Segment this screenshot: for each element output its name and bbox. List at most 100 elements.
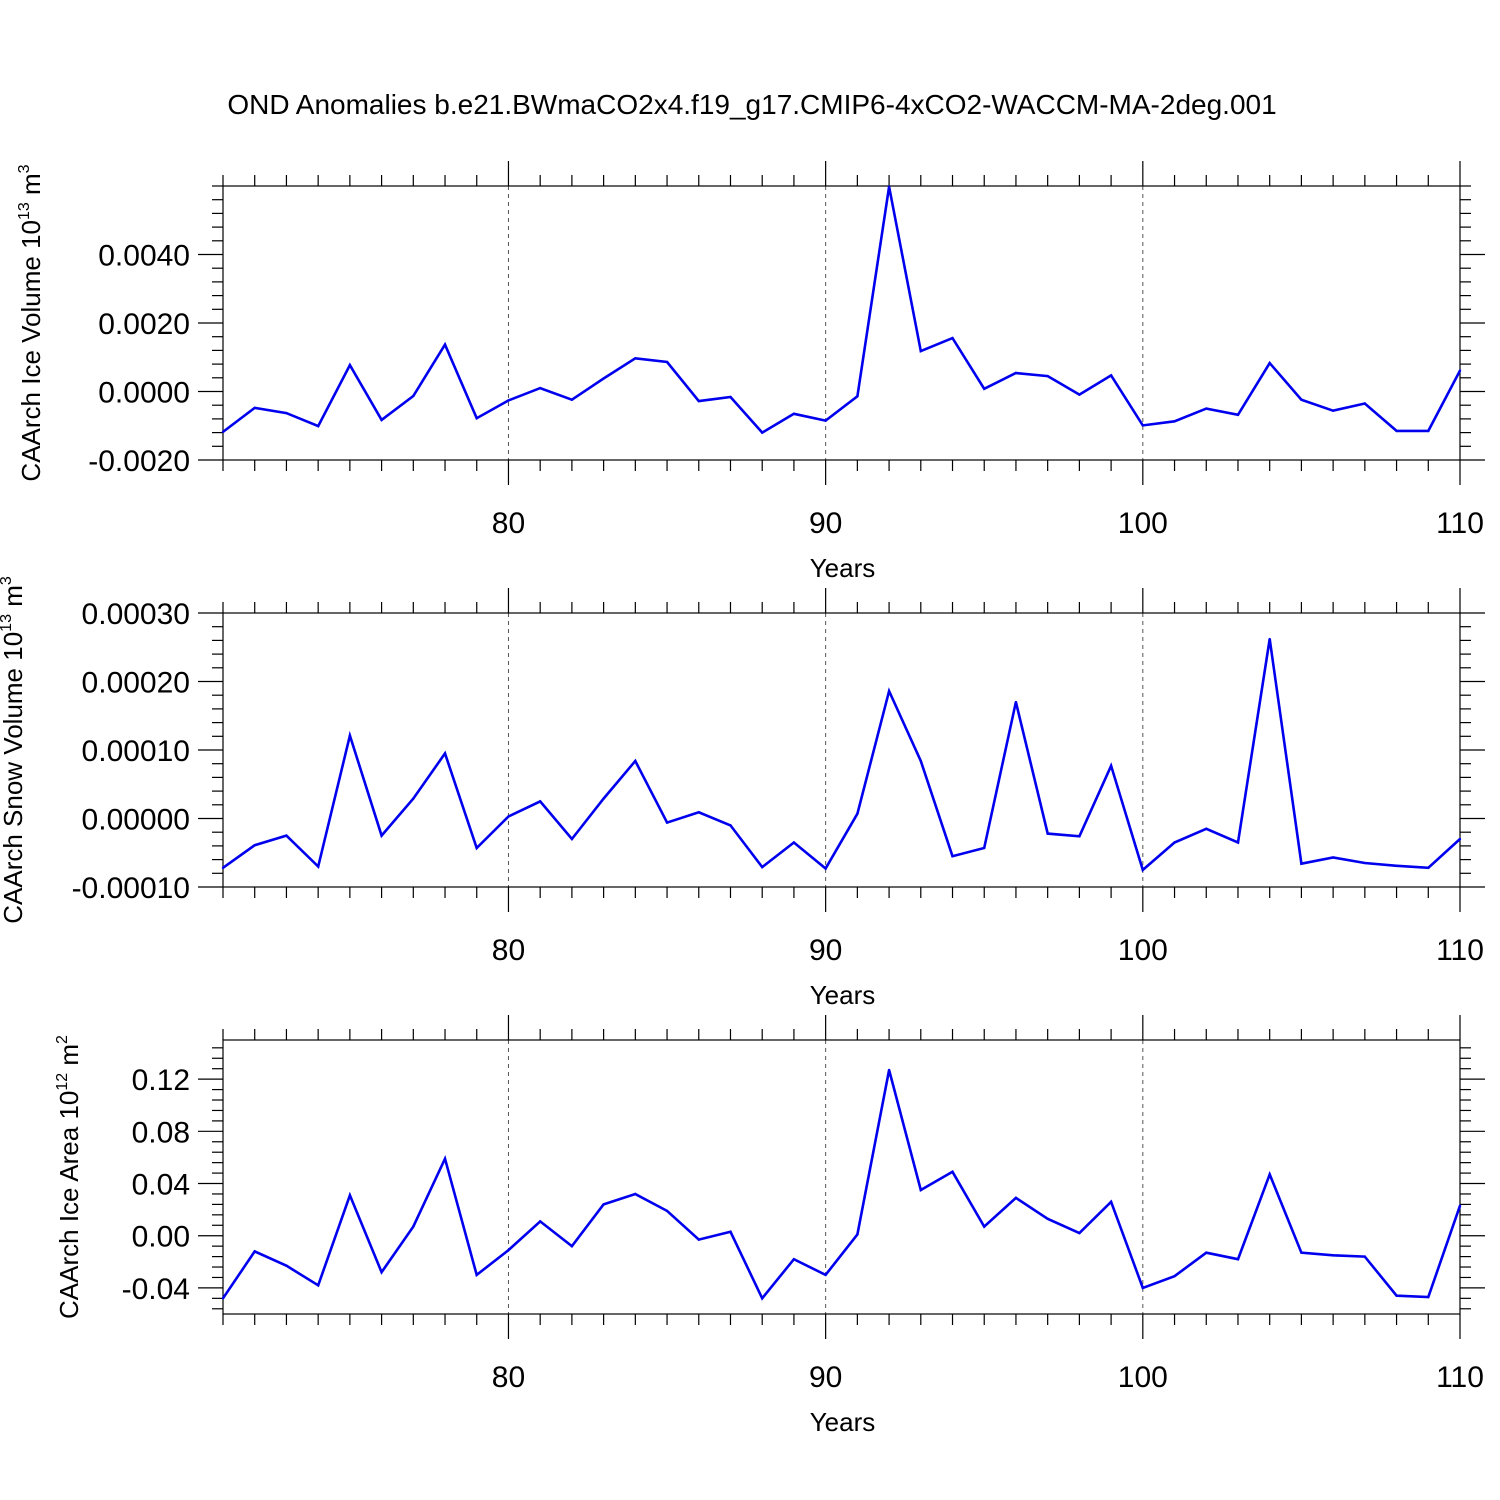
data-point [602,1203,605,1206]
x-tick-label: 100 [1118,1361,1168,1394]
data-point [1046,374,1049,378]
data-point [983,846,986,850]
data-point [1300,862,1303,865]
x-tick-label: 90 [809,1361,842,1394]
data-point [1268,361,1271,365]
y-axis-label: CAArch Snow Volume 1013 m3 [0,576,28,924]
data-point [1173,841,1176,844]
data-point [285,834,288,837]
data-point [1363,1255,1367,1258]
data-point [697,399,700,403]
y-tick-label: 0.00020 [82,667,190,700]
series-line [221,1069,1462,1301]
data-point [761,865,764,869]
data-point [1363,402,1367,405]
data-point [1109,1200,1113,1203]
data-point [634,759,637,763]
data-point [856,395,859,398]
data-point [316,1284,320,1287]
x-tick-label: 80 [492,934,525,967]
data-point [221,430,225,434]
y-axis-label-exponent: 13 [0,614,15,632]
data-point [443,1157,447,1160]
data-point [792,1258,796,1261]
x-axis-label: Years [810,1407,876,1437]
plot-frame [222,1039,1461,1315]
data-point [951,1170,954,1173]
data-point [316,865,320,868]
y-axis-label-unit: m [16,173,46,202]
y-tick-label: -0.0020 [88,445,190,478]
data-point [538,1220,542,1223]
data-point [1427,429,1430,433]
data-point [824,867,827,870]
data-point [1300,1251,1303,1254]
y-tick-label: 0.00030 [82,598,190,631]
y-tick-label: 0.00000 [82,804,190,837]
data-point [1109,764,1113,767]
data-point [348,1194,352,1197]
panels: 80 90 100 110 -0.0020 0.0000 0.0020 0.0040 Years… [0,161,1485,1437]
data-point [1205,407,1208,410]
x-tick-label: 80 [492,507,525,540]
chart-panel-2: 80 90 100 110 -0.00010 0.00000 0.00010 0.00020 0… [0,576,1485,1010]
y-tick-label: -0.00010 [72,872,190,905]
y-axis-label-text: CAArch Ice Area 10 [54,1091,84,1319]
y-tick-label: 0.04 [132,1169,190,1202]
y-tick-label: 0.0020 [98,308,190,341]
chart-panel-3: 80 90 100 110 -0.04 0.00 0.04 0.08 0.12 Years CAAr… [54,1015,1485,1437]
y-axis-label-exponent: 12 [54,1073,71,1091]
x-axis-label: Years [810,553,876,583]
data-point [887,689,891,693]
data-point [380,834,383,837]
data-point [475,846,478,850]
data-point [1427,866,1430,870]
data-point [1427,1295,1430,1299]
data-point [887,185,891,188]
data-point [507,1248,510,1252]
data-point [665,821,669,824]
data-point [729,395,732,399]
y-axis-label-unit-exponent: 3 [16,164,33,173]
data-point [1458,369,1462,372]
data-point [1014,1196,1018,1200]
data-point [316,424,320,428]
data-point [602,797,605,800]
data-point [570,1244,574,1248]
y-tick-label: 0.08 [132,1116,190,1149]
data-point [412,394,415,398]
data-point [253,1250,256,1253]
data-point [1173,1274,1176,1278]
x-tick-label: 90 [809,934,842,967]
data-point [1078,393,1081,396]
data-point [729,824,732,827]
data-point [221,866,225,870]
chart-title: OND Anomalies b.e21.BWmaCO2x4.f19_g17.CM… [227,89,1276,120]
y-axis-label-unit-exponent: 3 [0,576,15,585]
data-point [1395,429,1398,433]
data-point [761,431,764,434]
data-point [253,844,256,847]
x-tick-label: 110 [1436,934,1484,967]
y-tick-label: 0.12 [132,1064,190,1097]
data-point [1458,1204,1462,1207]
data-point [761,1297,764,1300]
y-tick-label: 0.0040 [98,240,190,273]
series-line [222,638,1461,873]
data-point [1268,637,1271,641]
data-point [951,854,954,858]
data-point [729,1230,732,1234]
y-axis-label-exponent: 13 [16,202,33,220]
data-point [1173,420,1176,423]
y-axis-label-unit: m [0,585,28,614]
data-point [1014,700,1018,704]
x-tick-label: 100 [1118,934,1168,967]
data-point [253,406,256,410]
data-point [507,815,510,818]
x-tick-label: 80 [492,1361,525,1394]
data-point [443,343,447,346]
data-point [1141,424,1145,427]
plot-frame [222,612,1461,888]
data-point [348,734,352,737]
data-point [697,1238,700,1241]
